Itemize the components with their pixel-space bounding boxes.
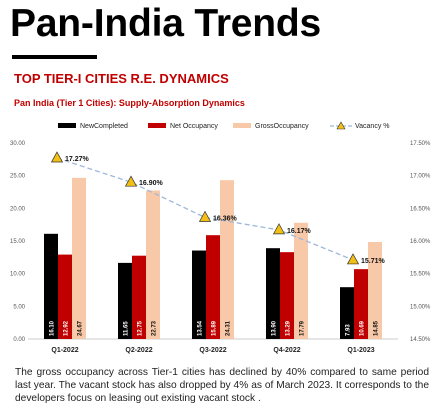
bar-value-label: 22.73 <box>152 320 158 336</box>
bar-newcompleted <box>192 250 206 339</box>
y-left-tick-label: 30.00 <box>10 141 26 147</box>
bar-value-label: 7.93 <box>346 324 352 336</box>
vacancy-value-label: 17.27% <box>65 156 90 163</box>
bar-value-label: 15.89 <box>212 320 218 336</box>
bar-grossoccupancy <box>146 190 160 339</box>
bar-value-label: 11.65 <box>124 321 130 336</box>
vacancy-value-label: 16.90% <box>139 180 164 187</box>
y-right-tick-label: 15.00% <box>410 304 431 310</box>
legend-marker <box>336 121 346 130</box>
y-right-tick-label: 17.00% <box>410 174 431 180</box>
legend-swatch <box>233 123 251 128</box>
legend-swatch <box>148 123 166 128</box>
y-right-tick-label: 14.50% <box>410 337 431 343</box>
y-left-tick-label: 5.00 <box>13 304 25 310</box>
bar-grossoccupancy <box>72 177 86 339</box>
vacancy-value-label: 16.36% <box>213 215 238 222</box>
bar-value-label: 13.90 <box>272 320 278 336</box>
vacancy-marker <box>50 151 64 163</box>
vacancy-marker <box>124 175 138 187</box>
y-right-tick-label: 15.50% <box>410 272 431 278</box>
bar-newcompleted <box>118 262 132 339</box>
x-tick-label: Q1-2023 <box>347 347 374 354</box>
vacancy-marker <box>346 253 360 265</box>
bar-net-occupancy <box>280 252 294 339</box>
footer-paragraph: The gross occupancy across Tier-1 cities… <box>15 367 429 404</box>
bar-value-label: 24.67 <box>78 320 84 336</box>
bar-value-label: 13.54 <box>198 320 204 336</box>
bar-value-label: 24.31 <box>226 320 232 336</box>
bar-value-label: 16.10 <box>50 320 56 336</box>
page-title: Pan-India Trends <box>10 2 322 45</box>
bar-grossoccupancy <box>294 222 308 339</box>
y-left-tick-label: 20.00 <box>10 206 26 212</box>
bar-net-occupancy <box>132 255 146 339</box>
legend-swatch <box>58 123 76 128</box>
legend-label: GrossOccupancy <box>255 123 309 130</box>
x-tick-label: Q1-2022 <box>51 347 78 354</box>
vacancy-value-label: 16.17% <box>287 228 312 235</box>
bar-newcompleted <box>340 287 354 339</box>
y-left-tick-label: 15.00 <box>10 239 26 245</box>
supply-absorption-chart: NewCompleted Net Occupancy GrossOccupancy V… <box>10 121 431 354</box>
vacancy-marker <box>272 223 286 235</box>
y-right-tick-label: 16.00% <box>410 239 431 245</box>
bar-grossoccupancy <box>368 241 382 339</box>
x-tick-label: Q3-2022 <box>199 347 226 354</box>
legend-label: Vacancy % <box>355 123 390 130</box>
bar-value-label: 10.69 <box>360 320 366 336</box>
vacancy-line <box>56 157 354 261</box>
bar-net-occupancy <box>206 235 220 339</box>
x-tick-label: Q4-2022 <box>273 347 300 354</box>
x-tick-label: Q2-2022 <box>125 347 152 354</box>
section-title: TOP TIER-I CITIES R.E. DYNAMICS <box>14 71 229 86</box>
bar-grossoccupancy <box>220 180 234 339</box>
y-right-tick-label: 17.50% <box>410 141 431 147</box>
legend-label: NewCompleted <box>80 123 128 130</box>
y-left-tick-label: 0.00 <box>13 337 25 343</box>
legend-label: Net Occupancy <box>170 123 218 130</box>
vacancy-marker <box>198 210 212 222</box>
y-left-tick-label: 25.00 <box>10 174 26 180</box>
bar-newcompleted <box>44 233 58 339</box>
y-right-tick-label: 16.50% <box>410 206 431 212</box>
vacancy-value-label: 15.71% <box>361 258 386 265</box>
bar-value-label: 12.92 <box>64 320 70 336</box>
bar-value-label: 17.79 <box>300 320 306 336</box>
bar-net-occupancy <box>354 269 368 339</box>
bar-value-label: 13.29 <box>286 320 292 336</box>
bar-value-label: 14.85 <box>374 320 380 336</box>
bar-newcompleted <box>266 248 280 339</box>
title-underline <box>12 55 97 59</box>
bar-net-occupancy <box>58 254 72 339</box>
chart-title: Pan India (Tier 1 Cities): Supply-Absorp… <box>14 98 245 108</box>
bar-value-label: 12.75 <box>138 320 144 336</box>
y-left-tick-label: 10.00 <box>10 272 26 278</box>
